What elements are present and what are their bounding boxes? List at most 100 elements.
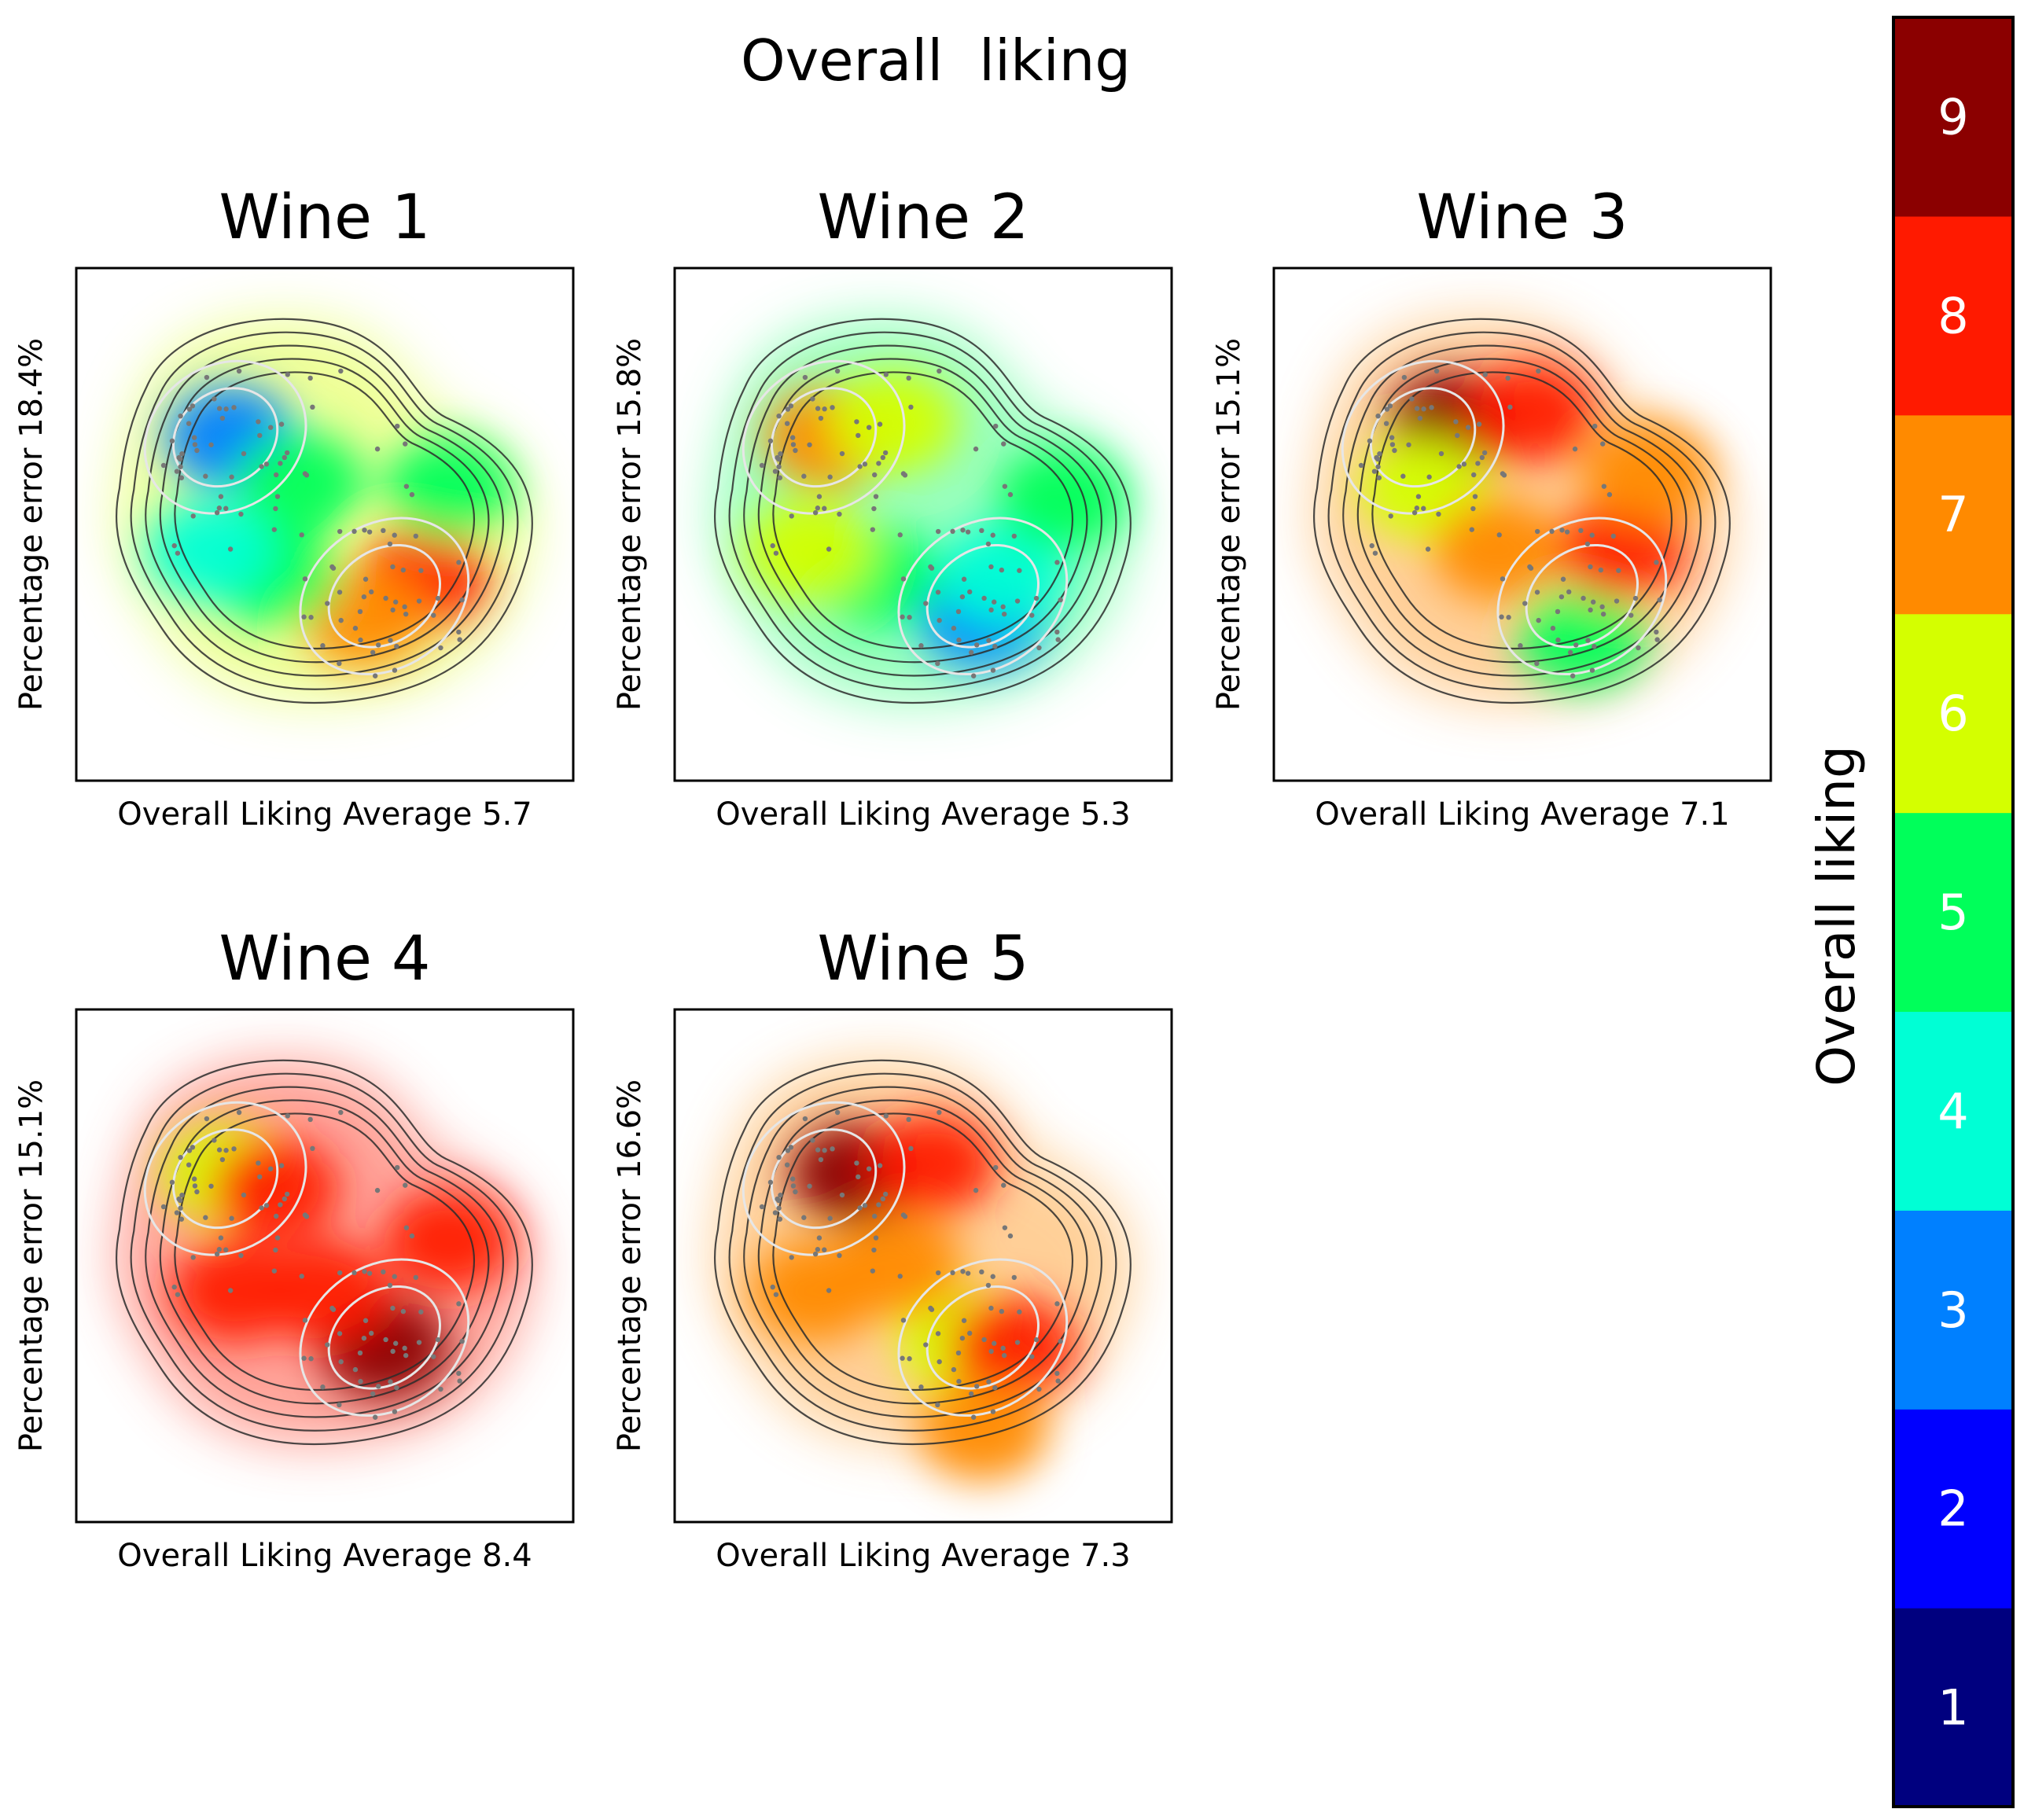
sample-point bbox=[435, 595, 441, 601]
sample-point bbox=[928, 564, 933, 570]
sample-point bbox=[178, 1216, 185, 1222]
sample-point bbox=[1555, 609, 1561, 615]
sample-point bbox=[362, 528, 367, 533]
sample-point bbox=[897, 1274, 903, 1279]
sample-point bbox=[1409, 396, 1415, 402]
sample-point bbox=[960, 1269, 966, 1274]
sample-point bbox=[883, 372, 889, 377]
sample-point bbox=[438, 645, 443, 651]
sample-point bbox=[1636, 645, 1641, 651]
sample-point bbox=[418, 1309, 424, 1314]
sample-point bbox=[908, 404, 914, 410]
sample-point bbox=[459, 597, 465, 603]
sample-point bbox=[337, 1402, 342, 1408]
sample-point bbox=[409, 491, 415, 498]
sample-point bbox=[1389, 435, 1395, 440]
sample-point bbox=[456, 1370, 462, 1377]
sample-point bbox=[310, 404, 315, 410]
sample-point bbox=[1055, 1378, 1061, 1384]
panel-2: Wine 2 Overall Liking Average 5.3 Percenta… bbox=[612, 182, 1173, 833]
sample-point bbox=[907, 1356, 912, 1362]
sample-point bbox=[789, 513, 794, 519]
sample-point bbox=[1011, 1274, 1018, 1281]
sample-point bbox=[431, 1354, 436, 1359]
sample-point bbox=[299, 1274, 304, 1279]
heat-patch bbox=[868, 1112, 998, 1215]
sample-point bbox=[1589, 667, 1595, 673]
sample-point bbox=[981, 595, 987, 601]
sample-point bbox=[827, 1215, 833, 1221]
sample-point bbox=[191, 435, 197, 440]
sample-point bbox=[1369, 542, 1374, 549]
sample-point bbox=[304, 1214, 310, 1219]
sample-point bbox=[267, 1166, 274, 1171]
sample-point bbox=[815, 506, 821, 511]
sample-point bbox=[374, 446, 381, 452]
sample-point bbox=[1527, 564, 1533, 570]
sample-point bbox=[375, 1384, 381, 1389]
sample-point bbox=[1534, 660, 1540, 667]
sample-point bbox=[1522, 601, 1528, 606]
sample-point bbox=[876, 461, 881, 466]
contour-line-inner bbox=[1525, 543, 1639, 649]
sample-point bbox=[208, 1183, 214, 1189]
sample-point bbox=[1054, 1370, 1060, 1377]
sample-point bbox=[456, 1301, 462, 1307]
sample-point bbox=[435, 1337, 441, 1343]
sample-point bbox=[965, 529, 971, 535]
sample-point bbox=[973, 446, 979, 452]
sample-point bbox=[1518, 643, 1523, 649]
sample-point bbox=[950, 528, 955, 535]
sample-point bbox=[986, 638, 992, 643]
sample-point bbox=[991, 599, 997, 605]
sample-point bbox=[788, 403, 794, 409]
sample-point bbox=[1584, 541, 1591, 547]
sample-point bbox=[776, 464, 782, 469]
sample-point bbox=[1465, 425, 1471, 430]
sample-point bbox=[271, 1268, 278, 1274]
sample-point bbox=[1632, 595, 1639, 601]
sample-point bbox=[1384, 406, 1390, 412]
sample-point bbox=[1628, 612, 1634, 618]
sample-point bbox=[876, 1202, 881, 1208]
sample-point bbox=[1481, 450, 1488, 456]
sample-point bbox=[816, 1235, 822, 1241]
sample-point bbox=[256, 1160, 261, 1166]
contour-line bbox=[1313, 318, 1731, 704]
panel-3: Wine 3 Overall Liking Average 7.1 Percenta… bbox=[1211, 182, 1772, 833]
heat-patch bbox=[171, 1240, 300, 1343]
sample-point bbox=[935, 590, 941, 595]
sample-point bbox=[259, 1205, 264, 1211]
sample-point bbox=[1616, 568, 1621, 573]
sample-point bbox=[1573, 642, 1579, 648]
sample-point bbox=[900, 1355, 905, 1361]
sample-point bbox=[827, 474, 833, 480]
panel-frame bbox=[673, 267, 1173, 782]
sample-point bbox=[337, 590, 343, 595]
sample-point bbox=[257, 1174, 263, 1180]
sample-point bbox=[403, 1352, 409, 1359]
sample-point bbox=[1375, 464, 1381, 469]
sample-point bbox=[1469, 527, 1475, 532]
sample-point bbox=[807, 442, 812, 447]
sample-point bbox=[985, 541, 992, 547]
colorbar-tick-label: 4 bbox=[1938, 1083, 1968, 1140]
sample-point bbox=[1002, 1225, 1008, 1230]
sample-point bbox=[1590, 599, 1596, 605]
sample-point bbox=[338, 617, 344, 623]
sample-point bbox=[1429, 405, 1434, 410]
sample-point bbox=[773, 550, 779, 556]
sample-point bbox=[175, 1292, 181, 1297]
sample-point bbox=[387, 541, 393, 547]
sample-point bbox=[301, 1355, 307, 1361]
sample-point bbox=[773, 1292, 779, 1297]
sample-point bbox=[968, 1391, 974, 1397]
sample-point bbox=[1372, 550, 1378, 556]
panel-y-label: Percentage error 15.8% bbox=[612, 338, 648, 711]
sample-point bbox=[1036, 1386, 1042, 1392]
sample-point bbox=[1400, 473, 1406, 479]
sample-point bbox=[400, 1308, 407, 1314]
sample-point bbox=[352, 1366, 359, 1373]
sample-point bbox=[191, 1176, 197, 1182]
sample-point bbox=[1007, 491, 1014, 498]
